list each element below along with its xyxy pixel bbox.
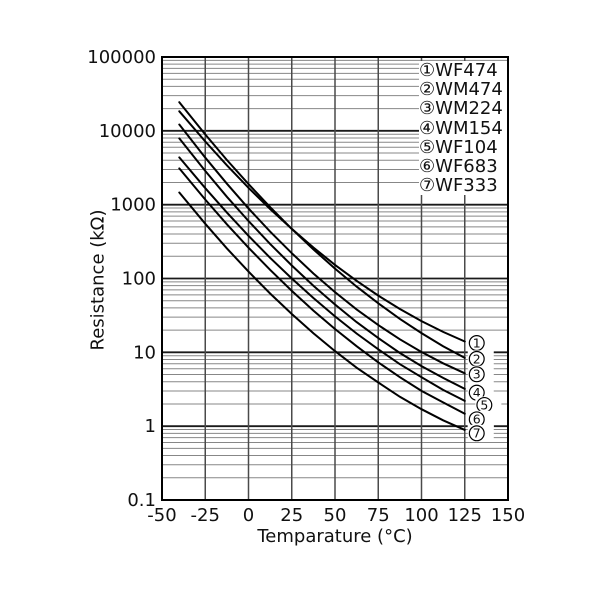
y-tick-label: 1 (145, 416, 156, 437)
legend-item-WM154: ④ WM154 (419, 117, 507, 139)
y-tick-label: 100 (122, 269, 156, 290)
curve-WF683 (178, 167, 466, 415)
curve-marker-2: 2 (467, 350, 494, 368)
y-axis-tick-labels: 100000 10000 1000 100 10 1 0.1 (87, 47, 156, 511)
legend-item-WM224: ③ WM224 (419, 99, 507, 118)
x-axis-tick-labels: -50 -25 0 25 50 75 100 125 150 (147, 505, 525, 526)
x-tick-label: 25 (280, 505, 303, 526)
plot-border (161, 56, 509, 501)
x-tick-label: 150 (491, 505, 525, 526)
legend-circled-number-icon: ③ (419, 98, 436, 120)
x-tick-label: -50 (147, 505, 176, 526)
legend-item-WF333: ⑦ WF333 (419, 176, 507, 195)
x-axis-title: Temparature (°C) (257, 526, 413, 547)
x-tick-label: -25 (191, 505, 220, 526)
legend-series-name: WM154 (435, 117, 503, 139)
curve-WM154 (178, 137, 466, 390)
y-tick-label: 10000 (99, 121, 156, 142)
curve-marker-3: 3 (467, 365, 494, 383)
curve-WM474 (178, 101, 466, 359)
legend-series-name: WM224 (435, 98, 503, 120)
y-tick-label: 10 (133, 342, 156, 363)
legend-series-name: WF333 (435, 175, 498, 197)
legend-circled-number-icon: ① (419, 60, 436, 81)
y-tick-label: 0.1 (127, 490, 156, 511)
legend-item-WF104: ⑤ WF104 (419, 138, 507, 157)
x-tick-label: 125 (448, 505, 482, 526)
marker-digit: 7 (473, 426, 481, 441)
curve-marker-1: 1 (467, 334, 494, 352)
plot-border-rect (161, 56, 509, 501)
curve-marker-6: 6 (467, 410, 494, 428)
curve-marker-5: 5 (475, 396, 502, 414)
y-axis-title: Resistance (kΩ) (87, 209, 109, 351)
marker-circle (468, 425, 485, 442)
curve-marker-7: 7 (467, 424, 494, 442)
curve-WF104 (178, 156, 466, 402)
x-tick-label: 0 (243, 505, 254, 526)
marker-circle (468, 366, 485, 383)
curve-WF333 (178, 191, 466, 431)
curve-WM224 (178, 123, 466, 375)
marker-digit: 6 (473, 412, 481, 427)
legend-series-name: WF104 (435, 136, 498, 158)
legend-item-WF683: ⑥ WF683 (419, 157, 507, 176)
marker-digit: 4 (473, 385, 481, 400)
legend-circled-number-icon: ⑥ (419, 155, 436, 177)
legend-circled-number-icon: ② (419, 79, 436, 101)
legend-series-name: WF474 (435, 60, 498, 81)
legend-circled-number-icon: ④ (419, 117, 436, 139)
legend-circled-number-icon: ⑤ (419, 136, 436, 158)
marker-digit: 1 (473, 335, 481, 350)
legend: ① WF474 ② WM474 ③ WM224 ④ WM154 ⑤ WF104 ⑥ WF683 ⑦ WF3… (419, 61, 507, 195)
marker-digit: 5 (480, 397, 488, 412)
marker-digit: 2 (473, 351, 481, 366)
y-tick-label: 1000 (110, 195, 156, 216)
x-tick-label: 100 (404, 505, 438, 526)
legend-series-name: WM474 (435, 79, 503, 101)
curve-WF474 (178, 110, 466, 343)
marker-digit: 3 (473, 367, 481, 382)
legend-series-name: WF683 (435, 155, 498, 177)
x-tick-label: 50 (324, 505, 347, 526)
x-tick-label: 75 (367, 505, 390, 526)
legend-circled-number-icon: ⑦ (419, 175, 436, 197)
legend-item-WF474: ① WF474 (419, 61, 507, 80)
legend-item-WM474: ② WM474 (419, 80, 507, 99)
y-tick-label: 100000 (87, 47, 156, 68)
resistance-curves (178, 101, 466, 431)
